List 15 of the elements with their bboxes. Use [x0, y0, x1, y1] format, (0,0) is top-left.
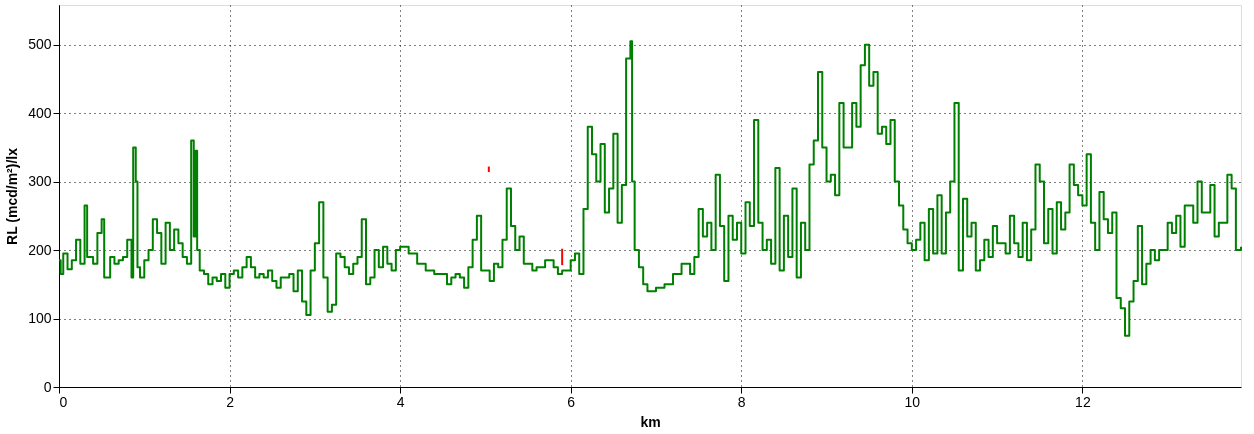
y-axis-title: RL (mcd/m²)/lx: [4, 147, 21, 245]
y-tick-label: 300: [28, 173, 52, 190]
x-tick-label: 8: [737, 393, 746, 410]
y-tick-label: 400: [28, 104, 52, 121]
y-tick-label: 200: [28, 241, 52, 258]
y-tick-label: 100: [28, 310, 52, 327]
x-tick-label: 10: [904, 393, 921, 410]
x-tick-label: 12: [1075, 393, 1091, 410]
x-axis-title: km: [640, 413, 661, 430]
y-tick-label: 0: [43, 378, 52, 395]
y-tick-label: 500: [28, 36, 52, 53]
x-tick-label: 0: [59, 393, 68, 410]
x-tick-label: 2: [226, 393, 235, 410]
x-tick-label: 4: [396, 393, 405, 410]
x-tick-label: 6: [567, 393, 576, 410]
